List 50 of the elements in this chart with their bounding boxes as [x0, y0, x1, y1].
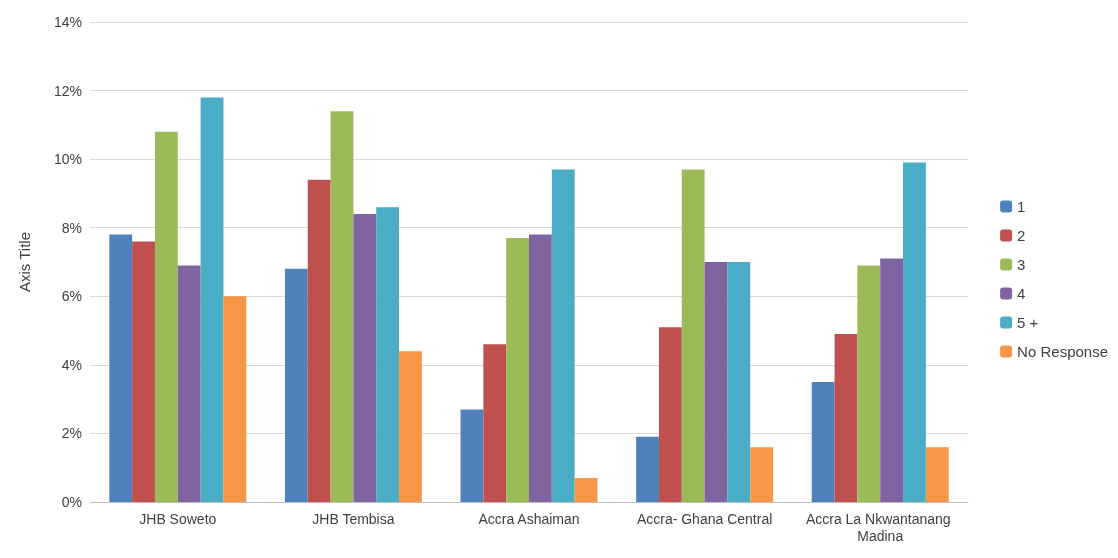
bar — [903, 162, 926, 502]
bar — [177, 265, 201, 502]
bar — [200, 97, 224, 502]
bar — [750, 447, 774, 502]
bar — [574, 478, 598, 502]
y-tick-label: 8% — [61, 219, 82, 236]
bar — [880, 258, 904, 502]
bar — [483, 344, 507, 502]
y-tick-label: 10% — [53, 151, 82, 168]
legend-label: 5 + — [1017, 314, 1039, 331]
bar — [460, 409, 484, 502]
x-tick-label: Accra- Ghana Central — [636, 510, 773, 527]
bar — [376, 207, 400, 502]
bar — [727, 262, 751, 502]
x-tick-label: JHB Tembisa — [312, 510, 395, 527]
bar — [529, 234, 552, 502]
legend-label: 3 — [1017, 256, 1026, 273]
bar — [353, 214, 377, 502]
y-tick-label: 4% — [61, 356, 82, 373]
bar — [704, 262, 728, 502]
x-tick-label: Accra Ashaiman — [478, 510, 580, 527]
bar — [284, 268, 308, 502]
x-tick-label: Accra La Nkwantanang Madina — [805, 510, 955, 544]
y-tick-label: 14% — [53, 14, 82, 30]
bar — [154, 131, 178, 502]
legend-label: 1 — [1017, 198, 1026, 215]
bar — [223, 296, 247, 502]
bar — [307, 179, 331, 502]
y-tick-label: 2% — [61, 425, 82, 442]
bar — [551, 169, 575, 502]
bar — [132, 241, 155, 502]
bar — [925, 447, 949, 502]
y-tick-label: 12% — [53, 82, 82, 99]
bar — [857, 265, 881, 502]
bar — [330, 111, 354, 502]
bar — [399, 351, 422, 502]
y-tick-label: 6% — [61, 288, 82, 305]
bar — [636, 436, 659, 502]
y-axis-title: Axis Title — [16, 231, 33, 293]
bar — [811, 382, 835, 502]
legend-label: 4 — [1017, 285, 1026, 302]
x-tick-label: JHB Soweto — [139, 510, 217, 527]
legend-label: No Response — [1017, 343, 1108, 360]
bar — [834, 334, 858, 502]
y-tick-label: 0% — [61, 494, 82, 510]
bar — [109, 234, 133, 502]
legend-label: 2 — [1017, 227, 1026, 244]
bar — [658, 327, 682, 502]
bar — [506, 238, 529, 502]
bar — [681, 169, 705, 502]
